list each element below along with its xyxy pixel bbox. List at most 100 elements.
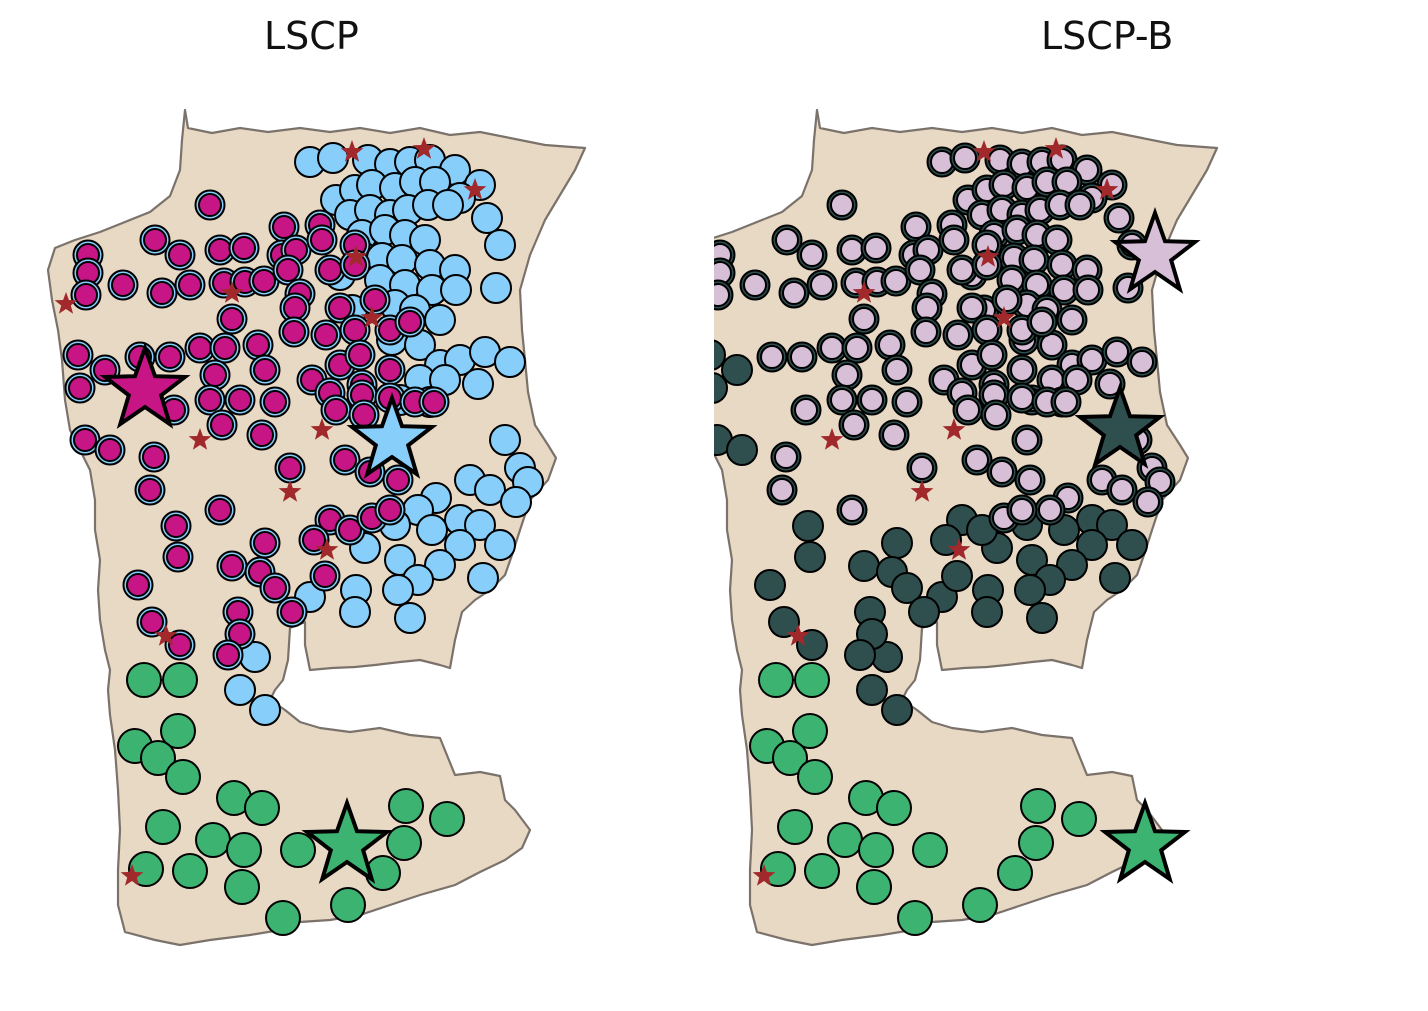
demand-point-service-area-2 (1040, 333, 1064, 357)
demand-point-service-area-2 (228, 388, 252, 412)
demand-point-service-area-2 (950, 258, 974, 282)
demand-point-service-area-1 (792, 510, 824, 542)
candidate-facility-star-icon (1095, 178, 1119, 200)
demand-point-service-area-2 (953, 146, 977, 170)
demand-point-service-area-2 (980, 343, 1004, 367)
demand-point-service-area-2 (328, 296, 352, 320)
demand-point-service-area-2 (830, 388, 854, 412)
demand-point-service-area-3 (195, 822, 231, 858)
demand-point-service-area-2 (253, 358, 277, 382)
demand-point-service-area-2 (253, 531, 277, 555)
demand-point-service-area-2 (1107, 206, 1131, 230)
demand-point-service-area-2 (800, 243, 824, 267)
demand-point-service-area-2 (140, 610, 164, 634)
demand-point-service-area-2 (1010, 386, 1034, 410)
demand-point-service-area-2 (864, 236, 888, 260)
demand-point-service-area-2 (378, 498, 402, 522)
demand-point-service-area-1 (891, 572, 923, 604)
candidate-facility-star-icon (220, 281, 244, 303)
map-panel-lscp-b: LSCP-B (714, 0, 1428, 1011)
demand-point-service-area-3 (962, 887, 998, 923)
demand-point-service-area-3 (280, 832, 316, 868)
demand-point-service-area-2 (895, 390, 919, 414)
panel-title: LSCP-B (1041, 14, 1174, 58)
demand-point-service-area-2 (1110, 478, 1134, 502)
demand-point-service-area-2 (810, 273, 834, 297)
demand-point-service-area-1 (881, 527, 913, 559)
demand-point-service-area-1 (856, 674, 888, 706)
demand-point-service-area-1 (844, 639, 876, 671)
selected-facility-star-icon (99, 342, 191, 429)
demand-point-service-area-2 (216, 643, 240, 667)
demand-point-service-area-2 (220, 307, 244, 331)
candidate-facility-star-icon (976, 245, 1000, 267)
demand-point-service-area-1 (1056, 549, 1088, 581)
demand-point-service-area-1 (249, 694, 281, 726)
demand-point-service-area-2 (168, 243, 192, 267)
demand-point-service-area-2 (178, 273, 202, 297)
demand-point-service-area-1 (467, 562, 499, 594)
demand-point-service-area-2 (66, 343, 90, 367)
demand-point-service-area-2 (252, 269, 276, 293)
demand-point-service-area-3 (856, 869, 892, 905)
demand-point-service-area-1 (721, 354, 753, 386)
selected-facility-star-icon (1109, 207, 1201, 294)
demand-point-service-area-1 (971, 596, 1003, 628)
demand-point-service-area-2 (760, 345, 784, 369)
demand-point-service-area-2 (1080, 348, 1104, 372)
candidate-facility-star-icon (278, 480, 302, 502)
demand-point-service-area-2 (111, 273, 135, 297)
demand-point-service-area-2 (990, 460, 1014, 484)
demand-point-service-area-2 (904, 215, 928, 239)
demand-point-service-area-3 (760, 851, 796, 887)
demand-point-service-area-2 (263, 576, 287, 600)
demand-point-service-area-2 (1076, 278, 1100, 302)
demand-point-service-area-2 (143, 228, 167, 252)
demand-point-service-area-2 (338, 518, 362, 542)
demand-point-service-area-1 (317, 142, 349, 174)
selected-facility-star-icon (346, 392, 438, 479)
demand-point-service-area-1 (474, 474, 506, 506)
demand-point-service-area-2 (263, 390, 287, 414)
demand-point-service-area-3 (226, 832, 262, 868)
demand-point-service-area-2 (1054, 390, 1078, 414)
demand-point-service-area-2 (208, 238, 232, 262)
demand-point-service-area-2 (1015, 428, 1039, 452)
candidate-facility-star-icon (752, 864, 776, 886)
demand-point-service-area-3 (777, 809, 813, 845)
demand-point-service-area-1 (1076, 529, 1108, 561)
demand-point-service-area-3 (1020, 788, 1056, 824)
demand-point-service-area-3 (145, 809, 181, 845)
demand-point-service-area-1 (714, 372, 728, 404)
demand-point-service-area-2 (203, 363, 227, 387)
demand-point-service-area-3 (160, 713, 196, 749)
demand-point-service-area-3 (797, 759, 833, 795)
demand-point-service-area-1 (432, 189, 464, 221)
demand-point-service-area-1 (908, 596, 940, 628)
demand-point-service-area-2 (774, 445, 798, 469)
demand-point-service-area-2 (198, 388, 222, 412)
map-layer (46, 108, 587, 947)
demand-point-service-area-3 (386, 825, 422, 861)
demand-point-service-area-2 (422, 390, 446, 414)
demand-point-service-area-2 (386, 468, 410, 492)
demand-point-service-area-3 (804, 853, 840, 889)
panel-title: LSCP (264, 14, 359, 58)
demand-point-service-area-2 (840, 238, 864, 262)
candidate-facility-star-icon (942, 418, 966, 440)
demand-point-service-area-2 (208, 498, 232, 522)
demand-point-service-area-1 (1014, 574, 1046, 606)
candidate-facility-star-icon (972, 140, 996, 162)
demand-point-service-area-1 (394, 602, 426, 634)
candidate-facility-star-icon (947, 538, 971, 560)
demand-point-service-area-2 (794, 398, 818, 422)
demand-point-service-area-3 (128, 851, 164, 887)
candidate-facility-star-icon (786, 624, 810, 646)
selected-facility-star-icon (1074, 382, 1166, 469)
candidate-facility-star-icon (188, 428, 212, 450)
candidate-facility-star-icon (852, 281, 876, 303)
demand-point-service-area-2 (842, 413, 866, 437)
demand-point-service-area-1 (471, 202, 503, 234)
demand-point-service-area-2 (324, 398, 348, 422)
demand-point-service-area-1 (382, 574, 414, 606)
